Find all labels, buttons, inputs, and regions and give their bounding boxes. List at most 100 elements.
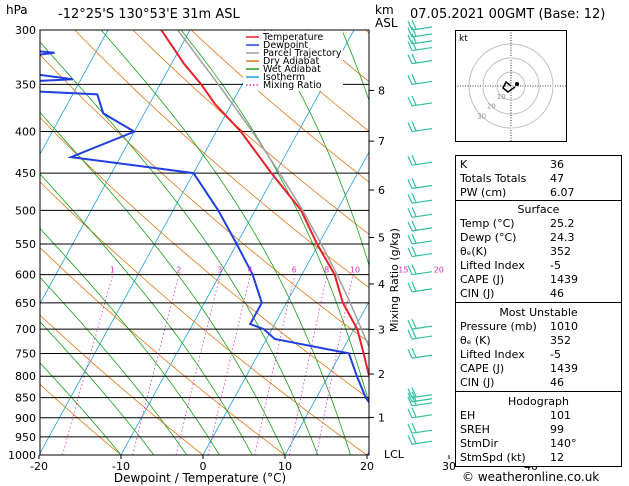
x-tick-label: -10 <box>112 460 130 473</box>
mixing-ratio-tick-label: 1 <box>110 266 115 275</box>
stmdir-row: StmDir 140° <box>460 437 617 450</box>
surface-li-row: Lifted Index -5 <box>460 259 617 272</box>
wind-barb <box>407 192 433 204</box>
surface-temp-value: 25.2 <box>550 217 575 230</box>
parameter-panel: K 36 Totals Totals 47 PW (cm) 6.07 Surfa… <box>455 155 622 467</box>
surface-temp-label: Temp (°C) <box>460 217 515 230</box>
k-index-label: K <box>460 158 468 171</box>
wind-barb <box>407 207 433 218</box>
wind-barb <box>407 95 433 107</box>
plot-frame <box>39 29 370 456</box>
wet-adiabat-line <box>40 173 253 455</box>
legend-entry: Temperature <box>262 32 323 43</box>
x-tick-label: 20 <box>360 460 374 473</box>
pw-row: PW (cm) 6.07 <box>460 186 617 199</box>
pressure-tick-label: 800 <box>15 370 36 383</box>
pressure-tick-label: 750 <box>15 347 36 360</box>
dry-adiabat-line <box>40 314 204 455</box>
totals-totals-label: Totals Totals <box>460 172 527 185</box>
pressure-tick-label: 950 <box>15 431 36 444</box>
mixing-ratio-tick-label: 20 <box>434 266 444 275</box>
x-tick-label: 10 <box>278 460 292 473</box>
mu-cape-value: 1439 <box>550 362 578 375</box>
stmspd-value: 12 <box>550 451 564 464</box>
eh-row: EH 101 <box>460 409 617 422</box>
wind-barb <box>407 407 433 419</box>
wind-barb <box>407 246 433 258</box>
stmdir-label: StmDir <box>460 437 499 450</box>
km-unit-label: km <box>375 3 394 17</box>
wind-barb <box>407 40 433 52</box>
km-tick-label: 7 <box>378 135 385 148</box>
hodograph-ring-label: 20 <box>487 103 496 111</box>
surface-li-value: -5 <box>550 259 561 272</box>
pressure-tick-label: 850 <box>15 392 36 405</box>
isotherm-line <box>202 151 369 455</box>
pressure-tick-label: 300 <box>15 24 36 37</box>
legend-entry: Wet Adiabat <box>263 64 321 75</box>
surface-cape-label: CAPE (J) <box>460 273 505 286</box>
sreh-row: SREH 99 <box>460 423 617 436</box>
mixing-ratio-line <box>207 274 251 455</box>
pw-label: PW (cm) <box>460 186 507 199</box>
profiles <box>40 30 369 404</box>
surface-title: Surface <box>517 203 560 216</box>
pressure-tick-label: 1000 <box>8 449 36 462</box>
mu-cin-label: CIN (J) <box>460 376 495 389</box>
pressure-tick-label: 400 <box>15 126 36 139</box>
mu-pressure-value: 1010 <box>550 320 578 333</box>
mixing-ratio-tick-label: 4 <box>248 266 253 275</box>
wet-adiabat-line <box>40 321 155 455</box>
hodograph-ring-label: 10 <box>497 93 506 101</box>
mu-li-value: -5 <box>550 348 561 361</box>
isotherm-line <box>120 30 355 455</box>
wind-barb <box>407 395 433 407</box>
sreh-label: SREH <box>460 423 490 436</box>
stmspd-label: StmSpd (kt) <box>460 451 526 464</box>
pressure-tick-label: 650 <box>15 297 36 310</box>
surface-cin-value: 46 <box>550 287 564 300</box>
dry-adiabat-line <box>190 30 369 183</box>
x-axis-label: Dewpoint / Temperature (°C) <box>114 471 286 485</box>
wet-adiabat-line <box>263 30 369 267</box>
wind-barb <box>407 19 433 31</box>
mixing-ratio-axis-label: Mixing Ratio (g/kg) <box>388 228 401 332</box>
isotherm-line <box>40 30 191 305</box>
wind-barb <box>407 220 433 232</box>
k-index-value: 36 <box>550 158 564 171</box>
mixing-ratio-line <box>132 274 180 455</box>
mu-theta-row: θₑ (K) 352 <box>460 334 617 347</box>
pressure-tick-label: 500 <box>15 204 36 217</box>
mixing-ratio-line <box>406 275 437 455</box>
mixing-ratio-line <box>288 274 328 455</box>
km-tick-label: 1 <box>378 411 385 424</box>
mixing-ratio-line <box>175 274 221 455</box>
hodograph-ring <box>468 43 554 129</box>
pressure-tick-label: 600 <box>15 269 36 282</box>
hodograph-ring-label: 30 <box>477 112 486 120</box>
eh-value: 101 <box>550 409 571 422</box>
mixing-ratio-tick-label: 3 <box>217 266 222 275</box>
surface-li-label: Lifted Index <box>460 259 525 272</box>
surface-temp-row: Temp (°C) 25.2 <box>460 217 617 230</box>
mu-cape-row: CAPE (J) 1439 <box>460 362 617 375</box>
surface-dewp-value: 24.3 <box>550 231 575 244</box>
wind-barb <box>407 74 433 86</box>
surface-cape-row: CAPE (J) 1439 <box>460 273 617 286</box>
x-tick-label: 30 <box>442 460 456 473</box>
dry-adiabat-line <box>40 383 122 455</box>
wind-barb <box>407 347 433 359</box>
stmspd-row: StmSpd (kt) 12 <box>460 451 617 464</box>
mu-cin-row: CIN (J) 46 <box>460 376 617 389</box>
wind-barb <box>407 391 433 403</box>
wind-barb <box>407 318 433 330</box>
wind-barb <box>407 33 433 45</box>
dry-adiabat-line <box>132 30 369 235</box>
dewpoint-profile <box>40 50 369 404</box>
x-tick-label: 0 <box>200 460 207 473</box>
mixing-ratio-tick-label: 8 <box>324 266 329 275</box>
